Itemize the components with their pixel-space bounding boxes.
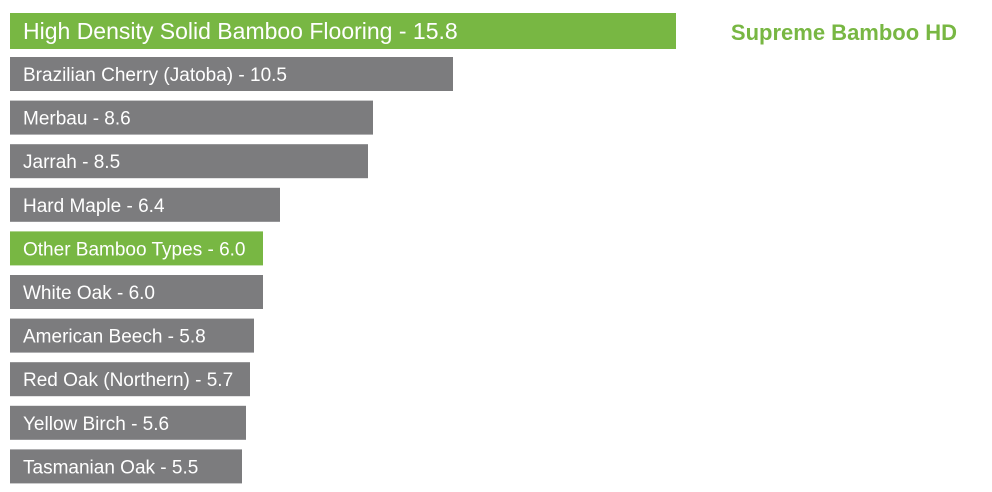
bar-label-7: American Beech - 5.8: [23, 327, 206, 348]
bar-3: [10, 144, 368, 179]
bar-label-9: Yellow Birch - 5.6: [23, 414, 169, 435]
bar-6: [10, 275, 263, 309]
bar-1: [10, 57, 453, 91]
bar-9: [10, 405, 246, 440]
bar-label-0: High Density Solid Bamboo Flooring - 15.…: [23, 18, 458, 44]
annotation-label: Supreme Bamboo HD: [731, 20, 957, 45]
bar-label-10: Tasmanian Oak - 5.5: [23, 457, 198, 478]
bar-5: [10, 231, 263, 266]
bar-label-5: Other Bamboo Types - 6.0: [23, 239, 246, 260]
bar-8: [10, 362, 250, 397]
bar-label-8: Red Oak (Northern) - 5.7: [23, 370, 233, 391]
bar-7: [10, 318, 254, 353]
bar-label-6: White Oak - 6.0: [23, 283, 155, 304]
bar-0: [10, 13, 676, 49]
bar-label-3: Jarrah - 8.5: [23, 152, 120, 173]
bar-2: [10, 100, 373, 135]
bar-label-4: Hard Maple - 6.4: [23, 196, 165, 217]
bar-10: [10, 449, 242, 484]
bars-group: High Density Solid Bamboo Flooring - 15.…: [10, 13, 676, 484]
bar-label-2: Merbau - 8.6: [23, 109, 131, 130]
bar-label-1: Brazilian Cherry (Jatoba) - 10.5: [23, 65, 287, 86]
bar-4: [10, 187, 280, 222]
